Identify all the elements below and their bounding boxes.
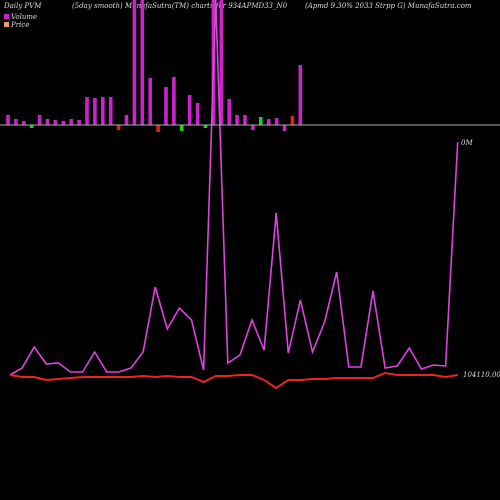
volume-bar (164, 87, 168, 125)
volume-bar (124, 115, 129, 125)
volume-bar (14, 119, 18, 125)
volume-bar (108, 97, 113, 125)
volume-bar (29, 125, 34, 128)
chart-subtitle: (5day smooth) MunafaSutra(TM) charts for… (72, 2, 288, 10)
annotation: 104110.00 (463, 371, 500, 379)
legend-label: Price (10, 21, 29, 29)
volume-bar (219, 0, 224, 125)
volume-bar (180, 125, 184, 131)
volume-bar (203, 125, 208, 128)
volume-bar (132, 0, 137, 125)
volume-bar (69, 119, 73, 125)
volume-bar (227, 99, 231, 125)
volume-bar (45, 119, 50, 125)
volume-bar (243, 115, 247, 125)
legend-label: Volume (11, 13, 37, 21)
volume-bar (282, 125, 287, 131)
volume-bar (53, 120, 58, 125)
volume-bar (290, 116, 295, 125)
volume-bar (187, 95, 192, 125)
series-line (9, 371, 458, 390)
volume-bar (156, 125, 160, 132)
volume-bar (116, 125, 121, 130)
volume-bar (6, 115, 10, 125)
volume-bar (148, 78, 152, 125)
volume-bar (274, 118, 279, 125)
series-line (9, 0, 459, 376)
chart-title: Daily PVM (3, 2, 42, 10)
volume-bar (298, 65, 303, 125)
volume-bar (259, 117, 263, 125)
volume-bar (235, 115, 239, 125)
volume-bar (61, 121, 66, 125)
volume-bar (195, 103, 200, 125)
volume-bar (37, 115, 42, 125)
annotation: 0M (461, 139, 473, 147)
volume-bar (77, 120, 81, 125)
legend-swatch (4, 14, 9, 19)
volume-bar (266, 119, 271, 125)
chart-caption: (Apmd 9.30% 2033 Strpp G) MunafaSutra.co… (305, 2, 472, 10)
volume-bar (85, 97, 89, 125)
legend-swatch (4, 22, 9, 27)
volume-bar (101, 97, 105, 125)
volume-bar (251, 125, 255, 130)
volume-bar (172, 77, 176, 125)
volume-bar (22, 121, 26, 125)
volume-bar (93, 98, 97, 125)
volume-bar (140, 0, 145, 125)
